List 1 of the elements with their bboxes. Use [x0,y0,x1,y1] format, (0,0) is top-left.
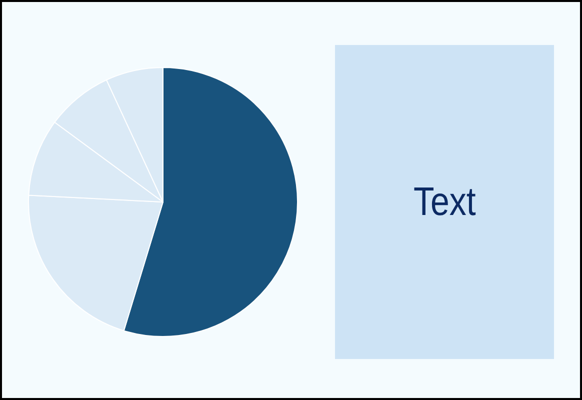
text-panel: Text [335,45,554,359]
